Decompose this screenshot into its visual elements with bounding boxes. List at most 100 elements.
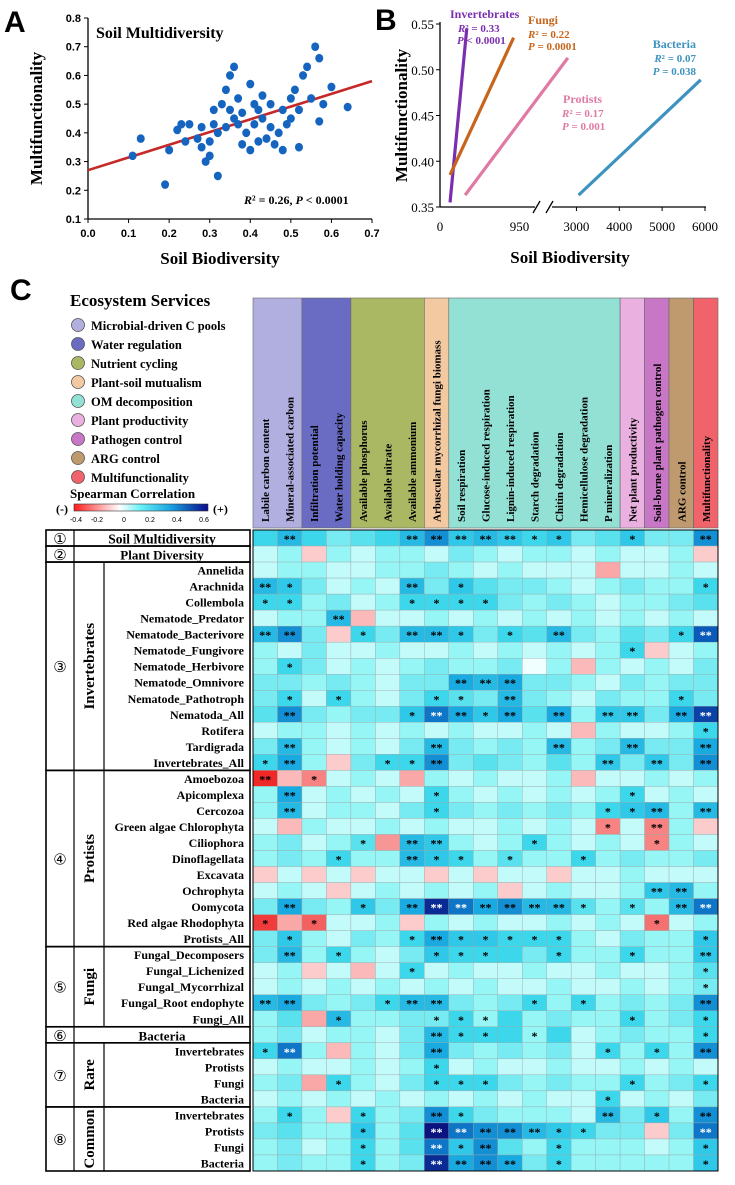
heatmap-cell: [277, 561, 303, 579]
heatmap-cell: [399, 674, 425, 691]
significance-star: **: [406, 901, 418, 915]
heatmap-cell: [375, 1042, 401, 1060]
scatter-point: [242, 128, 251, 138]
heatmap-cell: [644, 577, 670, 595]
significance-star: *: [360, 1157, 366, 1171]
row-label: Apicomplexa: [177, 788, 244, 802]
heatmap-cell: [668, 1026, 694, 1044]
significance-star: *: [703, 724, 709, 738]
heatmap-cell: [497, 1106, 523, 1124]
heatmap-cell: [448, 738, 474, 755]
heatmap-cell: [570, 882, 596, 899]
heatmap-cell: [301, 1010, 327, 1027]
significance-star: *: [409, 756, 415, 770]
heatmap-cell: [497, 770, 523, 787]
significance-star: **: [455, 1125, 467, 1139]
heatmap-cell: [252, 529, 278, 547]
significance-star: **: [528, 1125, 540, 1139]
heatmap-cell: [326, 658, 352, 675]
heatmap-cell: [277, 834, 303, 851]
heatmap-cell: [448, 545, 474, 563]
heatmap-cell: [570, 1042, 596, 1060]
heatmap-cell: [693, 658, 719, 675]
y-tick-label: 0.50: [411, 63, 434, 78]
heatmap-cell: [644, 738, 670, 755]
heatmap-cell: [326, 1058, 352, 1076]
heatmap-cell: [424, 770, 449, 787]
significance-star: **: [431, 997, 443, 1011]
significance-star: **: [431, 740, 443, 754]
row-label: Ciliophora: [189, 836, 244, 850]
scatter-point: [193, 134, 202, 143]
heatmap-cell: [326, 1106, 352, 1124]
group-p: P = 0.001: [562, 121, 605, 133]
significance-star: **: [651, 756, 663, 770]
significance-star: **: [455, 532, 467, 546]
heatmap-cell: [326, 641, 352, 659]
colorbar-tick: 0: [122, 517, 126, 524]
heatmap-cell: [522, 754, 547, 771]
heatmap-cell: [570, 802, 596, 819]
row-group-label: Protists: [82, 834, 98, 883]
heatmap-cell: [522, 722, 547, 739]
legend-label: ARG control: [91, 452, 160, 466]
heatmap-cell: [326, 561, 352, 579]
heatmap-cell: [252, 786, 278, 803]
legend-label: Water regulation: [91, 338, 182, 352]
heatmap-cell: [473, 690, 498, 707]
heatmap-cell: [326, 914, 352, 931]
significance-star: **: [406, 532, 418, 546]
row-label: Fungal_Decomposers: [134, 948, 244, 962]
heatmap-cell: [668, 1106, 694, 1124]
x-tick-label: 0.0: [80, 228, 95, 240]
heatmap-cell: [277, 978, 303, 995]
significance-star: **: [431, 1141, 443, 1155]
heatmap-cell: [522, 738, 547, 755]
heatmap-cell: [546, 609, 572, 627]
significance-star: **: [651, 804, 663, 818]
heatmap-cell: [546, 561, 572, 579]
heatmap-cell: [326, 754, 352, 771]
x-tick-label: 6000: [692, 219, 718, 234]
significance-star: **: [602, 756, 614, 770]
heatmap-cell: [375, 818, 401, 835]
scatter-point: [311, 42, 320, 52]
heatmap-cell: [693, 641, 719, 659]
row-group-label: Invertebrates: [82, 623, 98, 710]
heatmap-cell: [350, 1090, 376, 1108]
heatmap-cell: [570, 545, 596, 563]
heatmap-cell: [350, 674, 376, 691]
significance-star: *: [336, 1077, 342, 1091]
scatter-point: [294, 105, 303, 115]
heatmap-cell: [399, 609, 425, 627]
heatmap-cell: [595, 770, 621, 787]
heatmap-cell: [252, 1138, 278, 1156]
colorbar-neg-label: (-): [56, 502, 68, 516]
heatmap-cell: [350, 561, 376, 579]
row-label: Tardigrada: [186, 740, 244, 754]
column-label: Soil-borne plant pathogen control: [652, 364, 664, 522]
significance-star: **: [700, 949, 712, 963]
row-label: Excavata: [197, 868, 244, 882]
group-p: P < 0.0001: [457, 35, 506, 47]
heatmap-cell: [546, 1074, 572, 1092]
heatmap-cell: [668, 978, 694, 995]
heatmap-cell: [399, 1090, 425, 1108]
heatmap-cell: [424, 962, 449, 979]
significance-star: *: [336, 692, 342, 706]
heatmap-cell: [252, 866, 278, 883]
heatmap-cell: [546, 914, 572, 931]
heatmap-cell: [424, 674, 449, 691]
heatmap-cell: [448, 962, 474, 979]
row-label: Fungal_Root endophyte: [121, 996, 245, 1010]
significance-star: **: [700, 708, 712, 722]
heatmap-cell: [350, 850, 376, 867]
significance-star: *: [458, 1029, 464, 1043]
heatmap-cell: [546, 690, 572, 707]
heatmap-cell: [375, 1106, 401, 1124]
heatmap-cell: [375, 866, 401, 883]
heatmap-cell: [399, 1010, 425, 1027]
legend-swatch: [71, 413, 85, 427]
significance-star: *: [434, 692, 440, 706]
significance-star: **: [284, 804, 296, 818]
